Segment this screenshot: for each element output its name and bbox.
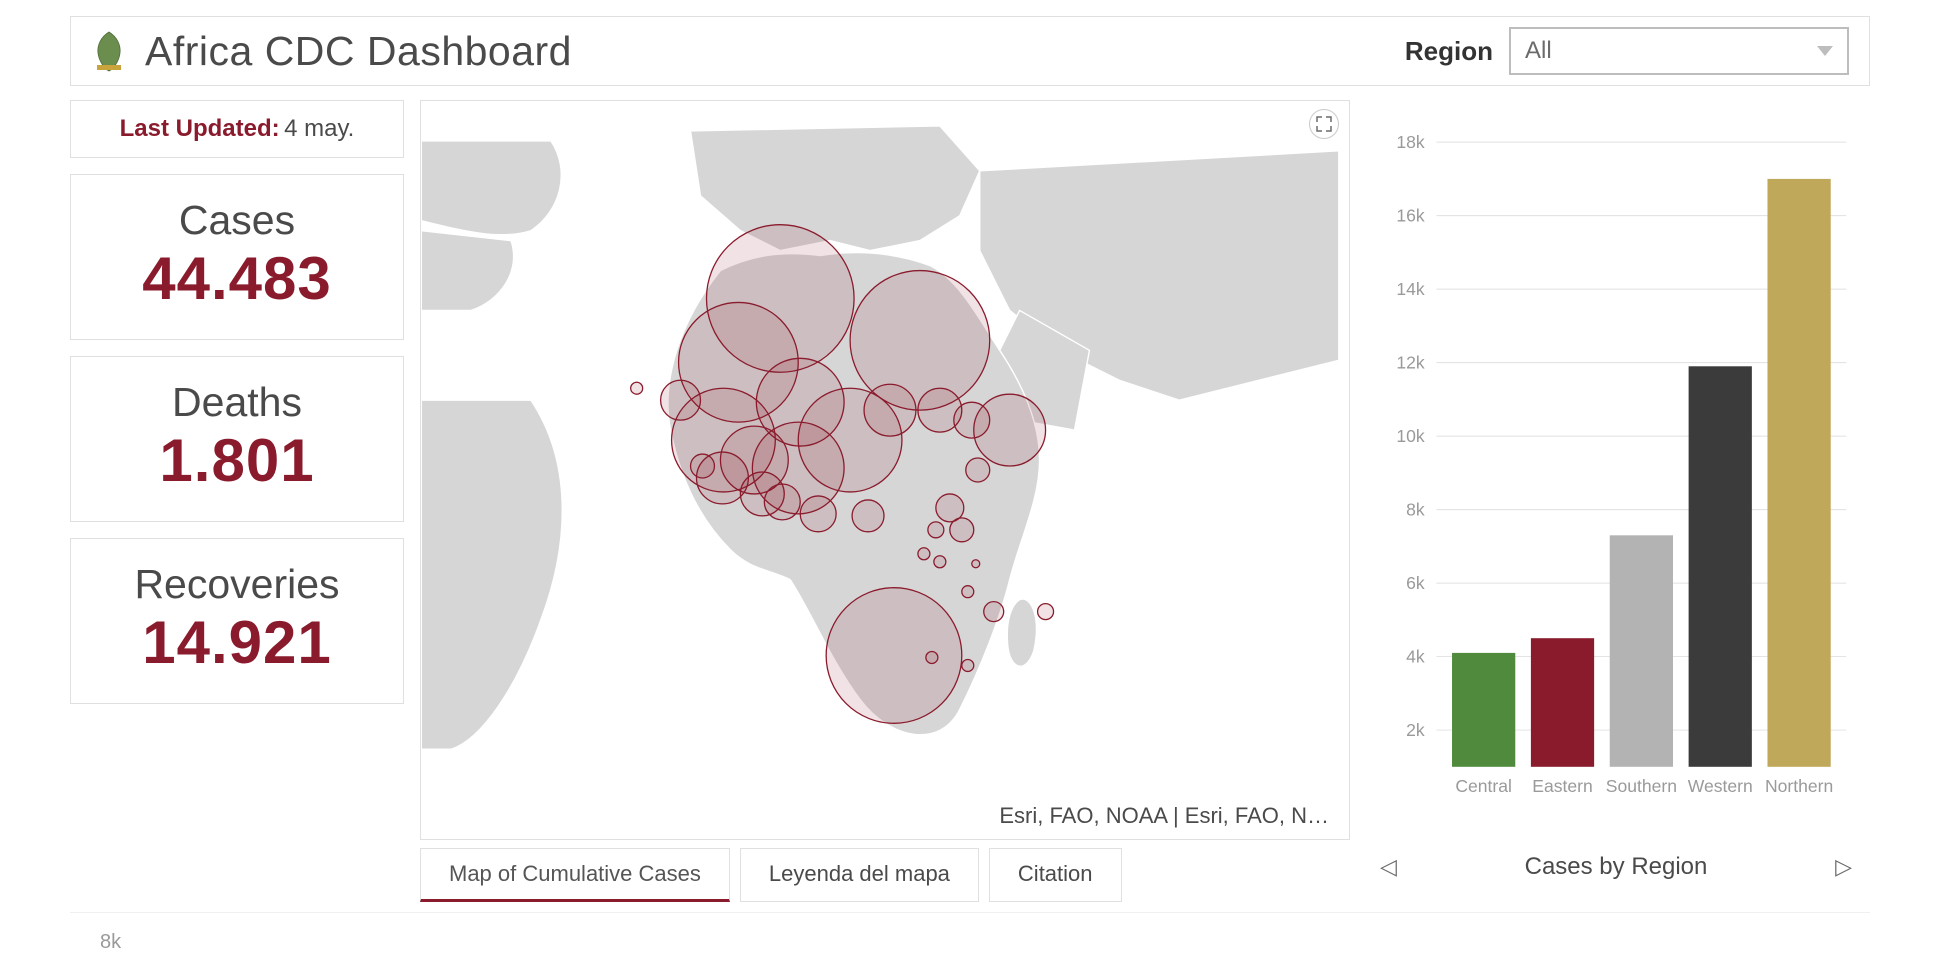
svg-text:4k: 4k xyxy=(1406,646,1425,666)
map-svg xyxy=(421,101,1349,839)
chart-title: Cases by Region xyxy=(1525,853,1708,881)
svg-text:8k: 8k xyxy=(1406,499,1425,519)
map-attribution: Esri, FAO, NOAA | Esri, FAO, N… xyxy=(999,803,1329,829)
map-bubble[interactable] xyxy=(950,518,974,542)
map-bubble[interactable] xyxy=(850,271,990,411)
map-bubble[interactable] xyxy=(974,394,1046,466)
svg-text:6k: 6k xyxy=(1406,573,1425,593)
map-bubble[interactable] xyxy=(918,548,930,560)
svg-text:Southern: Southern xyxy=(1606,776,1677,796)
last-updated-label: Last Updated: xyxy=(120,115,280,142)
map-bubble[interactable] xyxy=(934,556,946,568)
map-bubble[interactable] xyxy=(928,522,944,538)
header-left: Africa CDC Dashboard xyxy=(91,28,572,75)
cases-value: 44.483 xyxy=(83,244,391,313)
bottom-strip: 8k xyxy=(70,912,1870,954)
chevron-down-icon xyxy=(1817,46,1833,56)
cases-card: Cases 44.483 xyxy=(70,174,404,340)
svg-text:16k: 16k xyxy=(1396,206,1425,226)
bar-central[interactable] xyxy=(1452,653,1515,767)
map-bubble[interactable] xyxy=(691,454,715,478)
map-bubble[interactable] xyxy=(926,652,938,664)
svg-text:Western: Western xyxy=(1688,776,1753,796)
center-column: Esri, FAO, NOAA | Esri, FAO, N… Map of C… xyxy=(420,100,1350,902)
page-title: Africa CDC Dashboard xyxy=(145,28,572,75)
svg-text:2k: 2k xyxy=(1406,720,1425,740)
map-bubble[interactable] xyxy=(864,384,916,436)
recoveries-label: Recoveries xyxy=(83,561,391,608)
bar-western[interactable] xyxy=(1689,366,1752,767)
region-select[interactable]: All xyxy=(1509,27,1849,75)
cases-label: Cases xyxy=(83,197,391,244)
expand-icon[interactable] xyxy=(1309,109,1339,139)
map-bubble[interactable] xyxy=(966,458,990,482)
bar-chart[interactable]: 2k 4k 6k 8k 10k 12k 14k 16k 18k Central Eastern Sou… xyxy=(1372,118,1860,830)
deaths-label: Deaths xyxy=(83,379,391,426)
svg-text:Central: Central xyxy=(1455,776,1512,796)
map-tabs: Map of Cumulative Cases Leyenda del mapa… xyxy=(420,848,1350,902)
map-bubble[interactable] xyxy=(962,586,974,598)
tab-map-legend[interactable]: Leyenda del mapa xyxy=(740,848,979,902)
svg-text:12k: 12k xyxy=(1396,352,1425,372)
tab-map-cumulative[interactable]: Map of Cumulative Cases xyxy=(420,848,730,902)
last-updated-value: 4 may. xyxy=(284,115,354,142)
content: Last Updated: 4 may. Cases 44.483 Deaths… xyxy=(70,100,1870,902)
map-bubble[interactable] xyxy=(852,500,884,532)
map-bubble[interactable] xyxy=(661,380,701,420)
last-updated-card: Last Updated: 4 may. xyxy=(70,100,404,158)
deaths-value: 1.801 xyxy=(83,426,391,495)
svg-text:Eastern: Eastern xyxy=(1532,776,1592,796)
chart-next-icon[interactable]: ▷ xyxy=(1827,850,1860,884)
svg-text:18k: 18k xyxy=(1396,132,1425,152)
map-frame[interactable]: Esri, FAO, NOAA | Esri, FAO, N… xyxy=(420,100,1350,840)
region-select-value: All xyxy=(1525,37,1552,65)
tab-map-citation[interactable]: Citation xyxy=(989,848,1122,902)
header-bar: Africa CDC Dashboard Region All xyxy=(70,16,1870,86)
bar-northern[interactable] xyxy=(1767,179,1830,767)
svg-text:Northern: Northern xyxy=(1765,776,1833,796)
map-bubble[interactable] xyxy=(800,496,836,532)
chart-frame: 2k 4k 6k 8k 10k 12k 14k 16k 18k Central Eastern Sou… xyxy=(1366,100,1866,840)
recoveries-value: 14.921 xyxy=(83,608,391,677)
svg-text:10k: 10k xyxy=(1396,426,1425,446)
region-label: Region xyxy=(1405,36,1493,67)
africa-cdc-logo-icon xyxy=(91,29,127,73)
map-bubble[interactable] xyxy=(826,588,962,724)
map-bubble[interactable] xyxy=(631,382,643,394)
map-bubble[interactable] xyxy=(962,659,974,671)
map-bubble[interactable] xyxy=(764,484,800,520)
bar-eastern[interactable] xyxy=(1531,638,1594,767)
bar-southern[interactable] xyxy=(1610,535,1673,766)
bottom-tick: 8k xyxy=(100,931,121,953)
left-column: Last Updated: 4 may. Cases 44.483 Deaths… xyxy=(70,100,404,902)
header-right: Region All xyxy=(1405,27,1849,75)
map-bubble[interactable] xyxy=(972,560,980,568)
map-bubble[interactable] xyxy=(1038,604,1054,620)
right-column: 2k 4k 6k 8k 10k 12k 14k 16k 18k Central Eastern Sou… xyxy=(1366,100,1866,902)
map-bubble[interactable] xyxy=(984,602,1004,622)
chart-nav: ◁ Cases by Region ▷ xyxy=(1366,840,1866,894)
chart-prev-icon[interactable]: ◁ xyxy=(1372,850,1405,884)
recoveries-card: Recoveries 14.921 xyxy=(70,538,404,704)
deaths-card: Deaths 1.801 xyxy=(70,356,404,522)
svg-text:14k: 14k xyxy=(1396,279,1425,299)
